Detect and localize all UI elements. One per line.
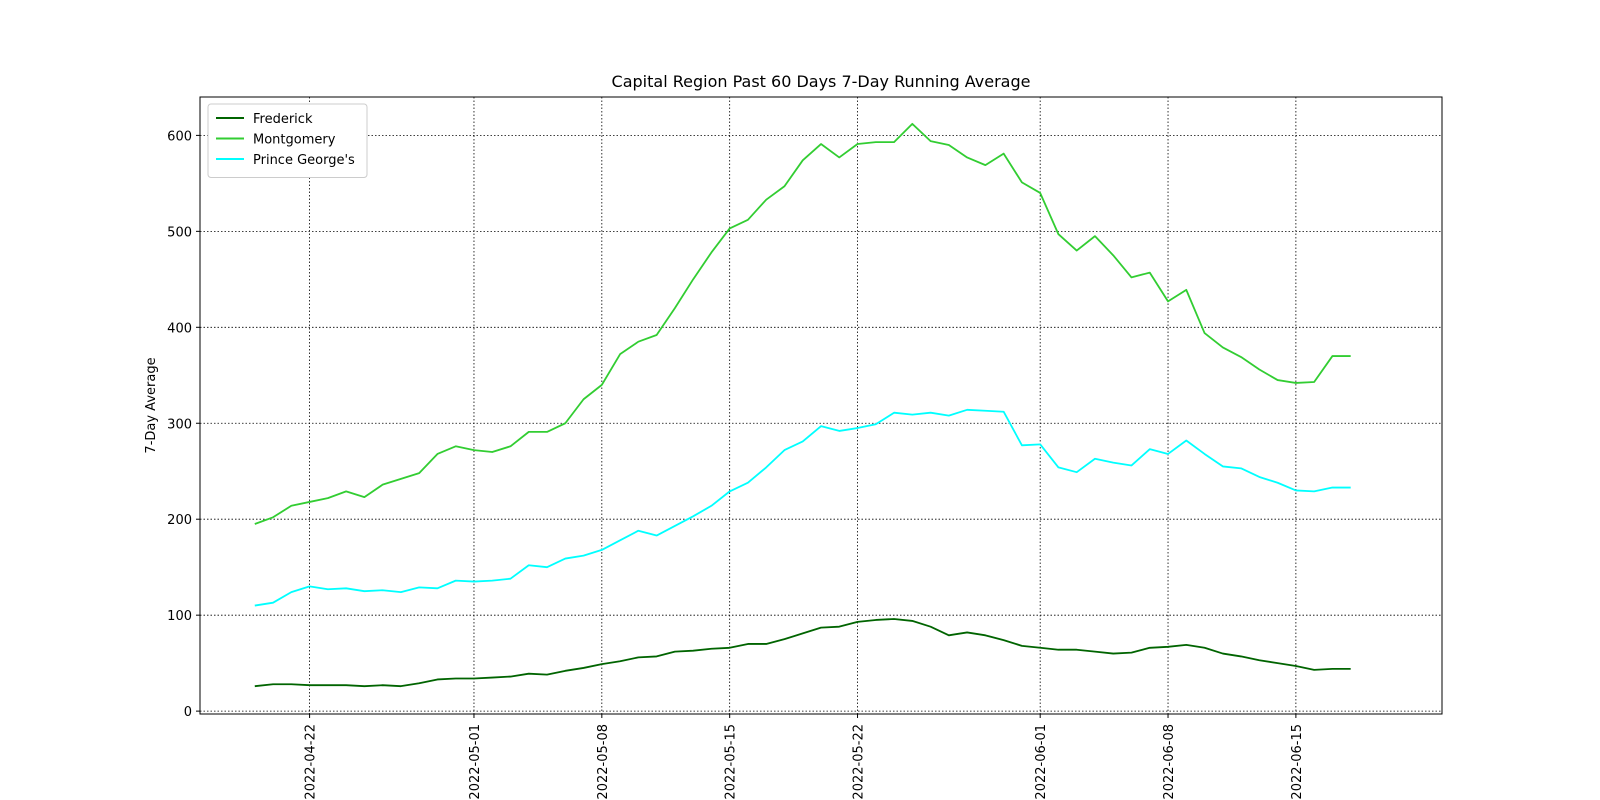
y-tick-label: 200 bbox=[167, 513, 192, 528]
series-line bbox=[254, 408, 1351, 607]
x-tick-label: 2022-06-15 bbox=[1290, 724, 1305, 800]
plot-area-frame bbox=[199, 96, 1443, 715]
y-tick-label: 300 bbox=[167, 417, 192, 432]
series-line bbox=[254, 618, 1351, 688]
series-line bbox=[254, 122, 1351, 525]
x-tick-label: 2022-06-08 bbox=[1162, 724, 1177, 800]
x-axis-ticks: 2022-04-22 2022-05-01 2022-05-08 2022-05-15… bbox=[304, 714, 1305, 800]
x-tick-label: 2022-05-22 bbox=[852, 724, 867, 800]
chart-title: Capital Region Past 60 Days 7-Day Runnin… bbox=[612, 72, 1031, 91]
legend-label: Frederick bbox=[253, 112, 313, 127]
y-axis-label: 7-Day Average bbox=[144, 357, 159, 453]
x-tick-label: 2022-05-08 bbox=[596, 724, 611, 800]
y-tick-label: 600 bbox=[167, 129, 192, 144]
x-tick-label: 2022-05-15 bbox=[724, 724, 739, 800]
series-lines bbox=[254, 122, 1351, 688]
x-tick-label: 2022-04-22 bbox=[304, 724, 319, 800]
y-tick-label: 500 bbox=[167, 225, 192, 240]
grid bbox=[200, 97, 1442, 714]
y-tick-label: 100 bbox=[167, 609, 192, 624]
y-tick-label: 0 bbox=[184, 705, 192, 720]
legend-label: Montgomery bbox=[253, 133, 336, 148]
legend: Frederick Montgomery Prince George's bbox=[207, 103, 368, 178]
x-tick-label: 2022-05-01 bbox=[468, 724, 483, 800]
y-tick-label: 400 bbox=[167, 321, 192, 336]
legend-frame bbox=[207, 103, 368, 178]
y-axis-ticks: 0 100 200 300 400 500 600 bbox=[167, 129, 200, 720]
x-tick-label: 2022-06-01 bbox=[1034, 724, 1049, 800]
legend-label: Prince George's bbox=[253, 153, 355, 168]
